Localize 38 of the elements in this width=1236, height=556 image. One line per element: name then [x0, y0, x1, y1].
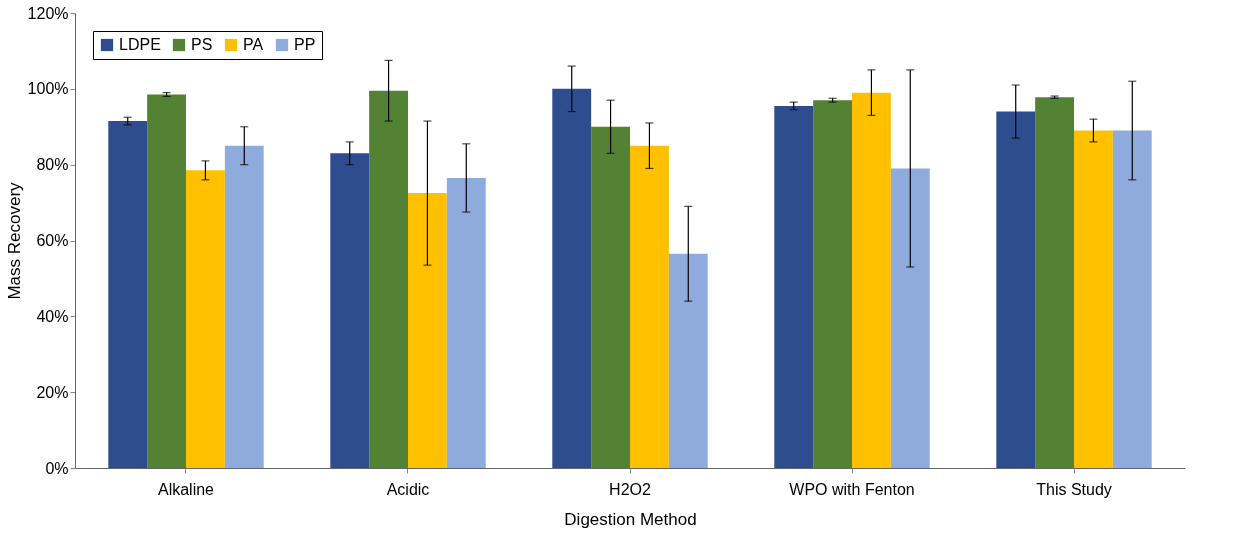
x-tick-label: Acidic [386, 480, 430, 498]
bar [369, 90, 408, 468]
bar [446, 177, 486, 468]
bar [813, 100, 852, 468]
legend-label: LDPE [119, 36, 161, 53]
bar [852, 92, 891, 468]
legend-label: PP [294, 36, 316, 53]
bar [591, 126, 630, 468]
bar [1035, 97, 1074, 468]
y-tick-label: 100% [27, 80, 69, 98]
x-tick-label: This Study [1036, 480, 1112, 498]
y-tick-label: 40% [36, 307, 69, 325]
bar [890, 168, 930, 468]
y-tick-label: 120% [27, 4, 69, 22]
bar [147, 94, 186, 468]
bar [552, 88, 592, 468]
y-axis-title: Mass Recovery [4, 181, 24, 300]
bar [774, 105, 814, 468]
bar [630, 145, 669, 468]
y-tick-label: 60% [36, 232, 69, 249]
bar [108, 121, 148, 468]
legend-label: PA [243, 36, 264, 53]
bar [224, 145, 264, 468]
x-tick-label: WPO with Fenton [789, 480, 915, 498]
bar [668, 253, 708, 468]
y-tick-label: 20% [36, 383, 69, 401]
bar [186, 170, 225, 468]
x-tick-label: H2O2 [609, 480, 651, 498]
legend-label: PS [191, 36, 213, 53]
bar [408, 193, 447, 468]
bar [1074, 130, 1113, 468]
bar [996, 111, 1036, 468]
bar [330, 153, 370, 468]
y-tick-label: 80% [36, 156, 69, 174]
x-axis-title: Digestion Method [564, 509, 697, 529]
bar [1112, 130, 1152, 468]
y-tick-label: 0% [45, 459, 69, 477]
x-tick-label: Alkaline [157, 480, 215, 498]
